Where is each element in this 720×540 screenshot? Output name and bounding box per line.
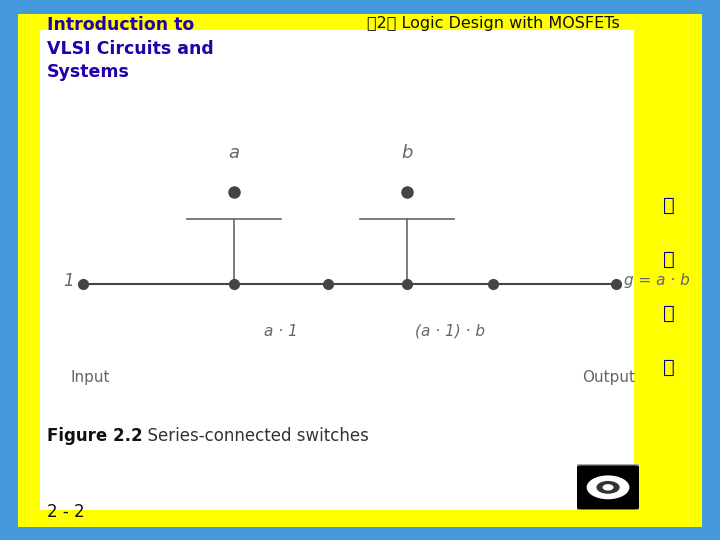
Text: Figure 2.2: Figure 2.2 — [47, 427, 143, 444]
Text: g = a · b: g = a · b — [624, 273, 690, 288]
Text: 第2章 Logic Design with MOSFETs: 第2章 Logic Design with MOSFETs — [367, 16, 620, 31]
FancyBboxPatch shape — [575, 464, 641, 510]
Text: Output: Output — [582, 370, 635, 385]
Text: Input: Input — [71, 370, 109, 385]
Text: 以: 以 — [663, 195, 675, 215]
Bar — [40, 30, 634, 510]
Bar — [646, 30, 693, 510]
Text: 國: 國 — [663, 303, 675, 323]
Text: 2 - 2: 2 - 2 — [47, 503, 84, 521]
Text: Introduction to
VLSI Circuits and
Systems: Introduction to VLSI Circuits and System… — [47, 16, 214, 82]
Text: b: b — [401, 144, 413, 162]
Text: Series-connected switches: Series-connected switches — [137, 427, 369, 444]
Ellipse shape — [603, 484, 613, 490]
Text: 機: 機 — [663, 249, 675, 269]
Text: (a · 1) · b: (a · 1) · b — [415, 324, 485, 339]
Text: a: a — [228, 144, 240, 162]
Text: 典: 典 — [663, 357, 675, 377]
Ellipse shape — [587, 475, 629, 500]
Text: 1: 1 — [63, 272, 74, 290]
Text: a · 1: a · 1 — [264, 324, 297, 339]
Ellipse shape — [596, 481, 620, 494]
